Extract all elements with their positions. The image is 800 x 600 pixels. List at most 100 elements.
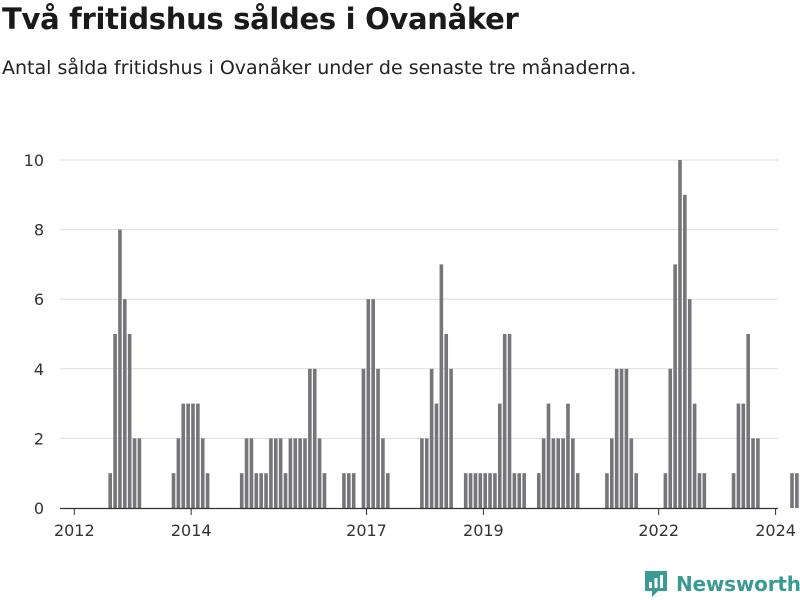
- bar: [746, 334, 750, 508]
- chart-title: Två fritidshus såldes i Ovanåker: [2, 2, 519, 36]
- bar: [308, 368, 312, 508]
- bar: [434, 403, 439, 508]
- bar: [634, 473, 638, 508]
- bar: [381, 438, 385, 508]
- y-tick-label: 0: [34, 499, 44, 518]
- bar: [254, 473, 259, 508]
- x-tick-label: 2014: [171, 521, 212, 540]
- bar: [790, 473, 794, 508]
- bar: [610, 438, 614, 508]
- bar: [571, 438, 575, 508]
- bar: [619, 368, 624, 508]
- bar: [756, 438, 760, 508]
- bar: [361, 368, 366, 508]
- bar: [463, 473, 468, 508]
- bar: [673, 264, 677, 508]
- bar: [498, 403, 502, 508]
- bar: [449, 368, 453, 508]
- bar: [283, 473, 288, 508]
- x-tick-label: 2017: [346, 521, 387, 540]
- bar: [347, 473, 351, 508]
- bar: [132, 438, 137, 508]
- bar: [736, 403, 741, 508]
- bar: [342, 473, 346, 508]
- bar: [249, 438, 254, 508]
- y-tick-label: 8: [34, 221, 44, 240]
- newsworthy-logo: Newsworthy: [644, 570, 800, 598]
- bar: [541, 438, 546, 508]
- bar: [668, 368, 673, 508]
- bar: [483, 473, 487, 508]
- bar: [200, 438, 205, 508]
- bar: [556, 438, 561, 508]
- bar: [317, 438, 322, 508]
- bar: [186, 403, 190, 508]
- bar: [123, 299, 127, 508]
- bar: [678, 160, 682, 508]
- bar: [376, 368, 380, 508]
- bar: [566, 403, 570, 508]
- chart-subtitle: Antal sålda fritidshus i Ovanåker under …: [2, 57, 637, 79]
- bar: [614, 368, 619, 508]
- bar: [293, 438, 298, 508]
- bar: [502, 334, 507, 508]
- bar: [488, 473, 492, 508]
- brand-name: Newsworthy: [676, 572, 800, 596]
- y-tick-label: 6: [34, 290, 44, 309]
- bar: [244, 438, 249, 508]
- bar: [127, 334, 132, 508]
- y-tick-label: 10: [24, 151, 44, 170]
- bar: [196, 403, 200, 508]
- bar: [371, 299, 375, 508]
- bar: [731, 473, 736, 508]
- bar: [697, 473, 702, 508]
- bar: [278, 438, 283, 508]
- bar: [113, 334, 117, 508]
- bar: [561, 438, 565, 508]
- bar: [575, 473, 580, 508]
- bar: [176, 438, 181, 508]
- bar: [536, 473, 541, 508]
- bar: [205, 473, 210, 508]
- bar: [478, 473, 483, 508]
- bar: [444, 334, 449, 508]
- x-tick-label: 2012: [54, 521, 95, 540]
- y-tick-label: 2: [34, 429, 44, 448]
- bar: [171, 473, 176, 508]
- bar: [424, 438, 429, 508]
- bar: [512, 473, 517, 508]
- bar: [269, 438, 273, 508]
- bar: [683, 194, 687, 509]
- bar: [366, 299, 371, 508]
- bar: [741, 403, 746, 508]
- bar: [551, 438, 556, 508]
- bar: [692, 403, 697, 508]
- bar: [273, 438, 278, 508]
- bar: [522, 473, 526, 508]
- newsworthy-icon: [645, 571, 667, 597]
- bar: [312, 368, 317, 508]
- bar: [493, 473, 497, 508]
- bar: [191, 403, 195, 508]
- bar: [517, 473, 522, 508]
- bar: [751, 438, 755, 508]
- bar: [118, 229, 122, 508]
- bar: [298, 438, 302, 508]
- bar: [303, 438, 307, 508]
- bar: [351, 473, 356, 508]
- bar: [420, 438, 424, 508]
- x-tick-label: 2022: [638, 521, 679, 540]
- bar: [439, 264, 444, 508]
- x-tick-label: 2024: [755, 521, 796, 540]
- bar: [473, 473, 478, 508]
- bar: [137, 438, 142, 508]
- bar: [322, 473, 327, 508]
- bar: [429, 368, 434, 508]
- bar: [108, 473, 112, 508]
- bar: [507, 334, 512, 508]
- bar: [239, 473, 244, 508]
- bar: [605, 473, 609, 508]
- bar: [702, 473, 707, 508]
- bar: [259, 473, 263, 508]
- bar: [687, 299, 692, 508]
